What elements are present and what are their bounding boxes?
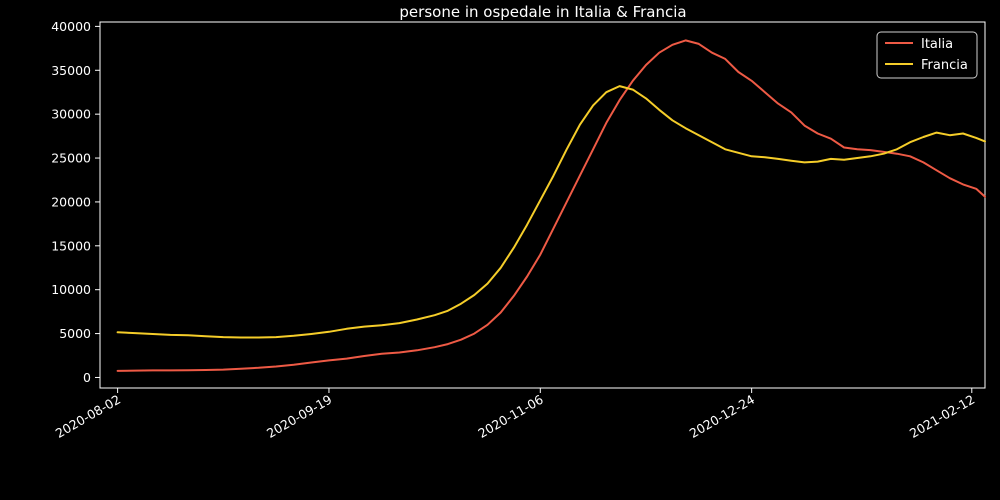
series-layer — [116, 39, 986, 372]
y-tick-label: 30000 — [51, 107, 91, 122]
y-tick-label: 5000 — [59, 326, 91, 341]
legend: Italia Francia — [876, 31, 978, 79]
y-tick-label: 15000 — [51, 238, 91, 253]
y-tick-label: 25000 — [51, 151, 91, 166]
series-line-italia — [116, 39, 986, 372]
y-tick-label: 35000 — [51, 63, 91, 78]
series-line-francia — [116, 85, 986, 339]
chart-title: persone in ospedale in Italia & Francia — [399, 3, 686, 21]
plot-area — [99, 21, 986, 389]
legend-label-francia: Francia — [921, 58, 968, 73]
y-tick-label: 20000 — [51, 194, 91, 209]
y-tick-label: 10000 — [51, 282, 91, 297]
y-tick-label: 0 — [83, 370, 91, 385]
legend-label-italia: Italia — [921, 37, 953, 52]
y-tick-label: 40000 — [51, 19, 91, 34]
axes-frame — [99, 21, 986, 389]
y-axis: 0 5000 10000 15000 20000 25000 30000 35000 40000 — [51, 19, 100, 385]
